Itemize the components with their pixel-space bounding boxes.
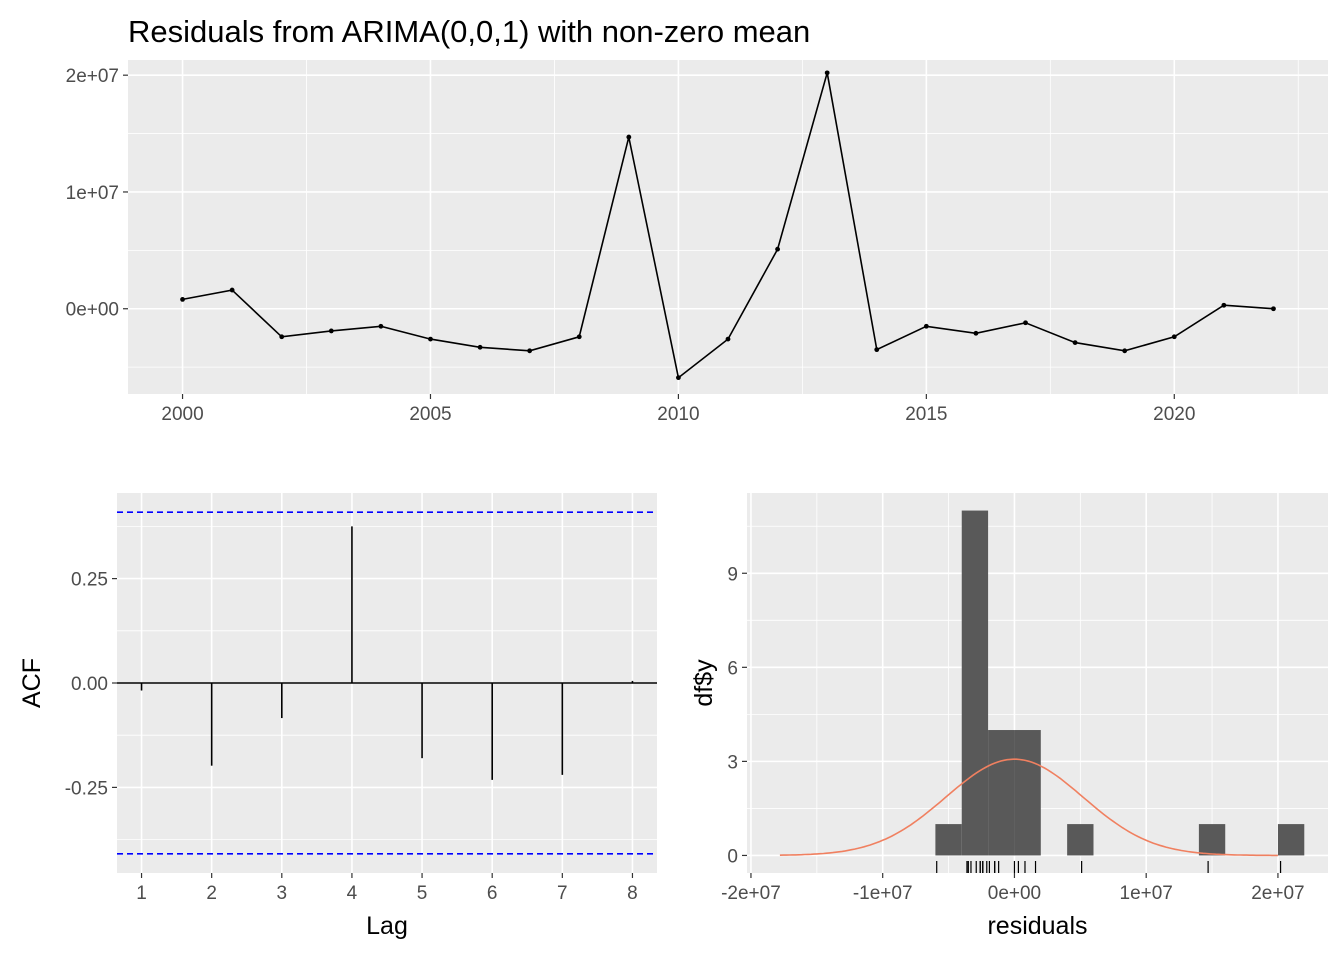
y-tick-label: 9	[727, 564, 738, 585]
y-tick-label: 0.00	[71, 674, 108, 695]
y-tick-label: -0.25	[65, 778, 108, 799]
x-tick-label: 4	[347, 883, 358, 904]
residual-point	[1023, 320, 1028, 326]
x-tick-label: 2000	[161, 404, 203, 425]
y-axis-title: df$y	[690, 659, 718, 707]
residual-point	[923, 323, 929, 329]
residuals-time-series-panel: 2000 2005 2010 2015 2020 0e+00 1e+07 2e+07	[66, 60, 1328, 425]
x-tick-label: 2010	[657, 404, 699, 425]
residual-point	[1271, 306, 1276, 312]
y-tick-label: 3	[727, 752, 738, 773]
x-tick-label: 0e+00	[988, 883, 1041, 904]
histogram-bar	[1198, 824, 1226, 856]
residual-point	[378, 323, 384, 329]
residual-point	[1122, 348, 1128, 354]
y-tick-label: 0	[727, 846, 738, 867]
y-axis-title: ACF	[18, 658, 46, 708]
y-tick-label: 1e+07	[66, 183, 119, 204]
y-tick-label: 0.25	[71, 570, 108, 591]
histogram-bar	[1014, 730, 1041, 856]
histogram-panel: -2e+07 -1e+07 0e+00 1e+07 2e+07 0 3 6 9 residuals…	[690, 493, 1328, 940]
x-tick-label: 2005	[409, 404, 451, 425]
residual-point	[973, 330, 979, 336]
x-tick-label: 5	[417, 883, 428, 904]
residual-point	[477, 344, 483, 350]
x-axis-title: Lag	[366, 912, 408, 940]
residual-point	[725, 336, 731, 342]
acf-panel: 1 2 3 4 5 6 7 8 -0.25 0.00 0.25 Lag ACF	[18, 493, 657, 940]
histogram-bar	[961, 510, 989, 856]
histogram-bar	[1277, 824, 1305, 856]
residual-point	[676, 375, 681, 381]
x-tick-label: 6	[487, 883, 498, 904]
residual-point	[527, 348, 533, 354]
x-tick-label: 1	[136, 883, 147, 904]
residual-point	[874, 347, 880, 353]
x-tick-label: -2e+07	[721, 883, 781, 904]
y-tick-label: 6	[727, 658, 738, 679]
residual-point	[1171, 334, 1177, 340]
histogram-bar	[1067, 824, 1094, 856]
x-tick-label: 1e+07	[1120, 883, 1173, 904]
x-tick-label: 2015	[905, 404, 947, 425]
residual-point	[824, 70, 830, 76]
residual-point	[626, 134, 632, 140]
residual-point	[775, 246, 780, 252]
y-tick-label: 2e+07	[66, 66, 119, 87]
normal-density-curve	[779, 758, 1278, 857]
y-tick-label: 0e+00	[66, 300, 119, 321]
residual-point	[328, 328, 334, 334]
figure-title: Residuals from ARIMA(0,0,1) with non-zer…	[128, 14, 810, 49]
residual-point	[180, 297, 185, 302]
residual-point	[1072, 340, 1078, 346]
x-tick-label: -1e+07	[853, 883, 913, 904]
residual-point	[576, 334, 582, 340]
residual-point	[428, 336, 433, 342]
x-tick-label: 2e+07	[1251, 883, 1304, 904]
x-tick-label: 7	[557, 883, 568, 904]
residual-point	[1221, 302, 1227, 308]
histogram-bar	[988, 730, 1015, 856]
residual-point	[229, 287, 235, 293]
x-tick-label: 3	[277, 883, 288, 904]
x-tick-label: 8	[627, 883, 638, 904]
x-axis-title: residuals	[987, 912, 1087, 940]
residual-point	[279, 334, 285, 340]
histogram-bar	[935, 824, 962, 856]
x-tick-label: 2020	[1153, 404, 1195, 425]
x-tick-label: 2	[206, 883, 217, 904]
